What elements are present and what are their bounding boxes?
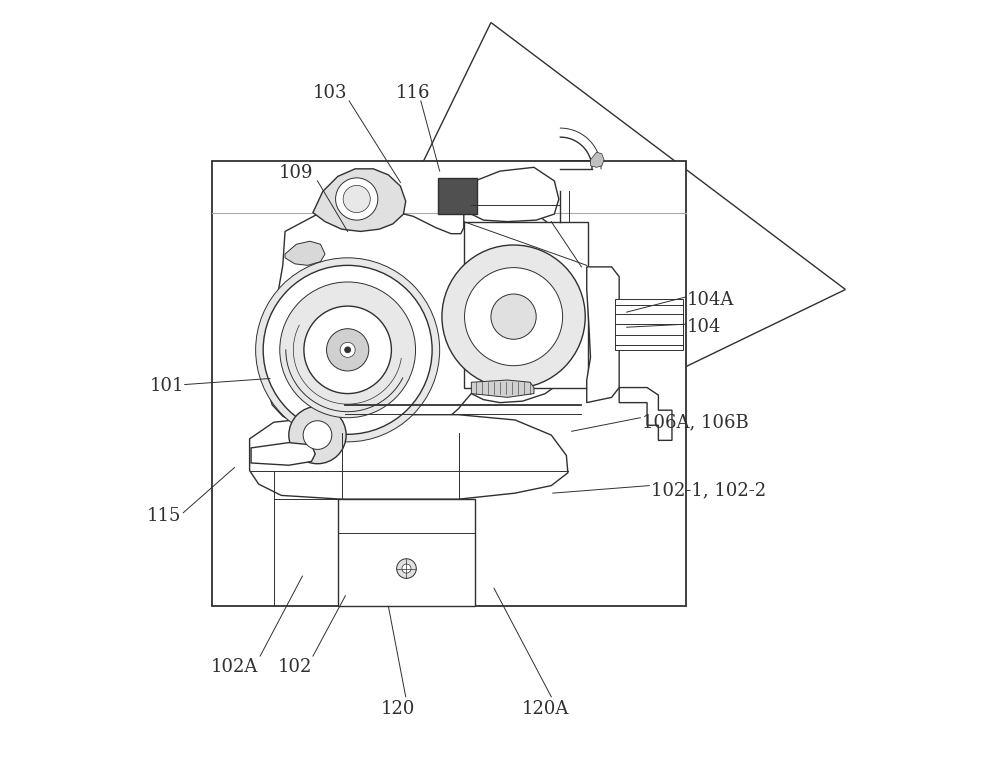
- Text: 103: 103: [313, 84, 348, 102]
- Text: 101: 101: [149, 377, 184, 395]
- Circle shape: [263, 266, 432, 435]
- Circle shape: [336, 178, 378, 220]
- Circle shape: [256, 258, 440, 442]
- Bar: [212, 161, 686, 606]
- Circle shape: [280, 282, 416, 418]
- Polygon shape: [587, 267, 619, 403]
- Circle shape: [345, 347, 351, 353]
- Text: 104A: 104A: [687, 291, 734, 309]
- Polygon shape: [471, 380, 534, 397]
- Bar: [464, 222, 588, 388]
- Polygon shape: [250, 415, 568, 499]
- Text: 115: 115: [147, 506, 182, 525]
- Text: 120A: 120A: [522, 700, 569, 718]
- Circle shape: [442, 245, 585, 388]
- Polygon shape: [619, 388, 672, 441]
- Text: 120: 120: [381, 700, 415, 718]
- Bar: [438, 178, 477, 214]
- Text: 102-1, 102-2: 102-1, 102-2: [651, 481, 766, 499]
- Text: 109: 109: [279, 164, 314, 182]
- Circle shape: [327, 329, 369, 371]
- Circle shape: [340, 342, 355, 357]
- Circle shape: [343, 185, 370, 213]
- Polygon shape: [591, 152, 604, 167]
- Bar: [615, 298, 683, 350]
- Circle shape: [289, 407, 346, 464]
- Polygon shape: [471, 167, 559, 222]
- Polygon shape: [268, 204, 587, 433]
- Polygon shape: [285, 241, 325, 266]
- Bar: [338, 499, 475, 606]
- Text: 106A, 106B: 106A, 106B: [642, 413, 749, 431]
- Circle shape: [491, 294, 536, 339]
- Text: 102A: 102A: [211, 658, 258, 675]
- Circle shape: [402, 564, 411, 573]
- Circle shape: [465, 268, 563, 366]
- Text: 102: 102: [278, 658, 312, 675]
- Text: 104: 104: [687, 318, 721, 336]
- Circle shape: [303, 421, 332, 450]
- Circle shape: [397, 559, 416, 578]
- Polygon shape: [313, 169, 406, 232]
- Polygon shape: [251, 443, 315, 466]
- Text: 116: 116: [396, 84, 431, 102]
- Circle shape: [304, 306, 391, 394]
